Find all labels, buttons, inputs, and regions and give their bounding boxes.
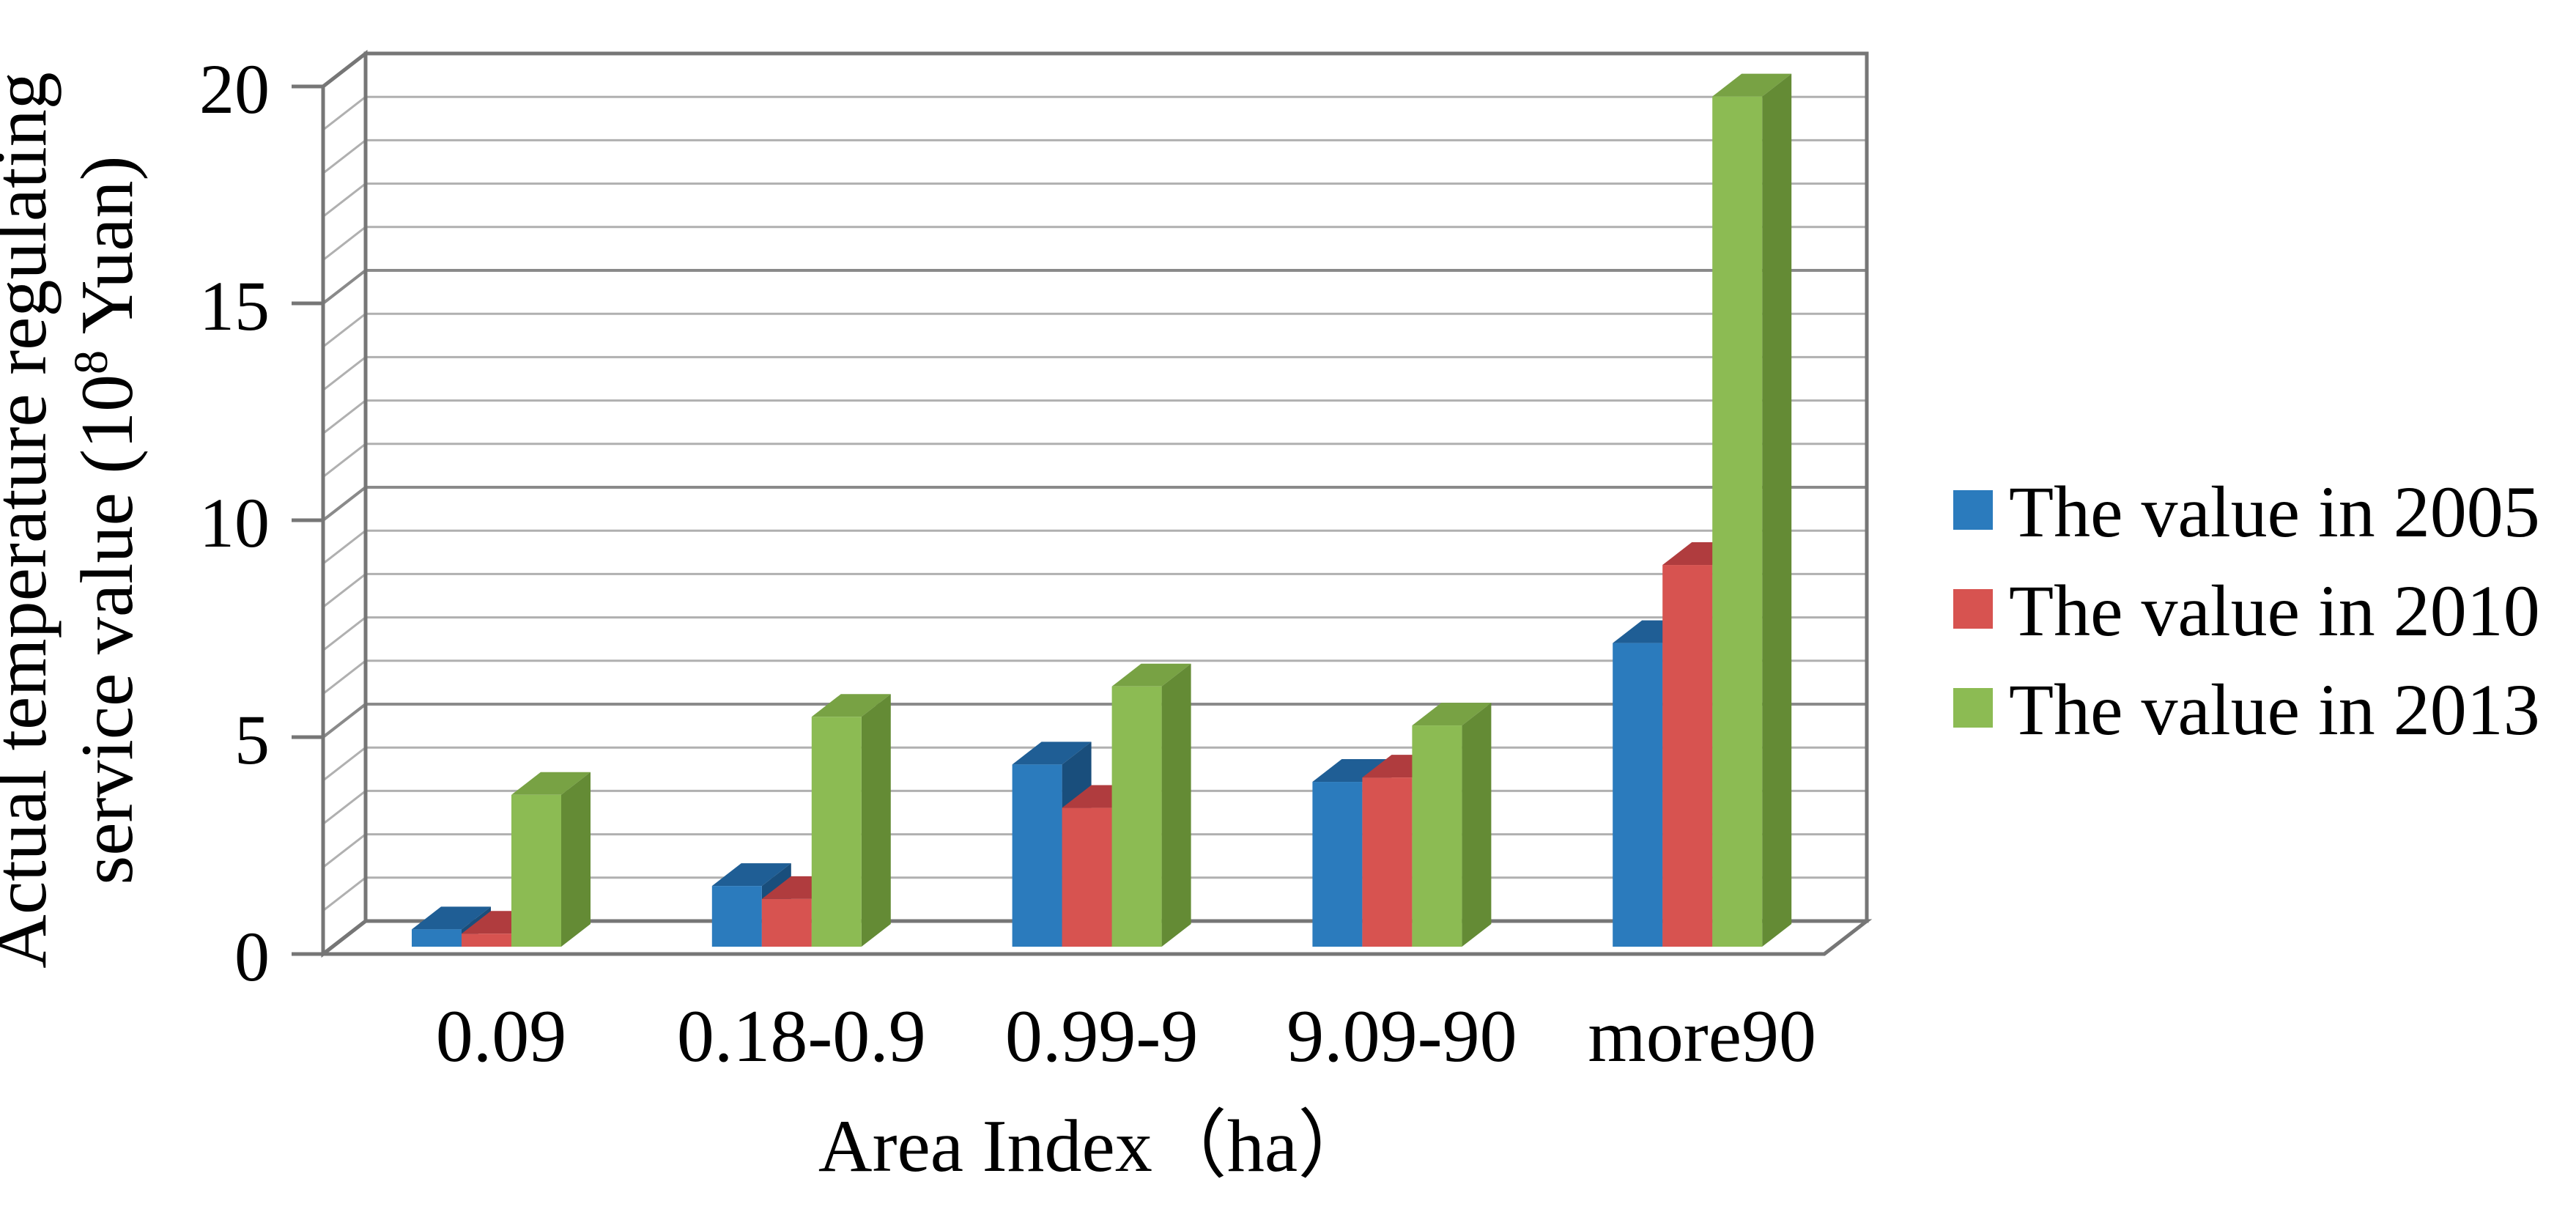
- bar-side-face: [1462, 703, 1492, 947]
- bar-top-face: [412, 906, 491, 930]
- category-label: 9.09-90: [1287, 995, 1517, 1078]
- legend-swatch: [1953, 688, 1993, 728]
- y-tick-label: 10: [199, 484, 270, 562]
- gridline-left-wall: [322, 269, 367, 305]
- y-axis-title-line2-post: Yuan): [66, 156, 149, 350]
- legend-item: The value in 2013: [1953, 669, 2540, 750]
- y-axis-ticks: [292, 84, 323, 956]
- gridline-left-wall: [322, 96, 366, 131]
- gridline-left-wall: [322, 616, 366, 651]
- gridline-left-wall: [322, 443, 366, 478]
- gridline-left-wall: [322, 139, 366, 174]
- bars: [412, 73, 1792, 947]
- bar-front-face: [511, 794, 561, 947]
- legend-label: The value in 2010: [2009, 570, 2540, 651]
- bar-top-face: [1712, 73, 1792, 97]
- category-label: 0.18-0.9: [677, 995, 926, 1078]
- x-axis-category-labels: 0.09 0.18-0.9 0.99-9 9.09-90 more90: [436, 995, 1816, 1078]
- gridline-left-wall: [322, 226, 366, 261]
- bar-side-face: [1762, 73, 1792, 947]
- bar-front-face: [1412, 725, 1462, 947]
- bar-front-face: [1362, 777, 1413, 947]
- bar-front-face: [711, 886, 762, 947]
- gridline-left-wall: [322, 399, 366, 435]
- legend-item: The value in 2010: [1953, 570, 2540, 651]
- bar-top-face: [1012, 742, 1092, 765]
- legend: The value in 2005 The value in 2010 The va…: [1953, 471, 2540, 750]
- legend-item: The value in 2005: [1953, 471, 2540, 552]
- y-tick-label: 15: [199, 267, 270, 345]
- bar-front-face: [761, 898, 812, 947]
- gridline-left-wall: [322, 486, 367, 522]
- bar-front-face: [462, 934, 511, 947]
- gridline-left-wall: [322, 182, 366, 218]
- y-axis-title-line2-pre: service value (10: [66, 374, 149, 885]
- gridline-left-wall: [322, 790, 366, 825]
- gridline-left-wall: [322, 703, 367, 739]
- bar-side-face: [861, 694, 891, 947]
- gridline-left-wall: [322, 573, 366, 608]
- bar-front-face: [1613, 643, 1663, 947]
- bar-front-face: [1062, 807, 1112, 947]
- y-tick-label: 20: [199, 50, 270, 128]
- x-axis-title: Area Index（ha）: [818, 1105, 1372, 1188]
- category-label: 0.99-9: [1005, 995, 1198, 1078]
- bar-front-face: [1312, 782, 1363, 947]
- gridline-left-wall: [322, 530, 366, 565]
- bar-top-face: [1412, 703, 1492, 726]
- bar-front-face: [1662, 565, 1713, 947]
- bar-top-face: [1312, 759, 1392, 783]
- bar-side-face: [561, 772, 591, 947]
- legend-swatch: [1953, 589, 1993, 629]
- bar-side-face: [1161, 663, 1191, 947]
- gridline-left-wall: [322, 876, 366, 912]
- category-label: 0.09: [436, 995, 567, 1078]
- y-axis-title-line2: service value (108 Yuan): [64, 156, 149, 885]
- category-label: more90: [1588, 995, 1816, 1078]
- gridline-left-wall: [322, 747, 366, 782]
- bar-front-face: [412, 929, 462, 947]
- y-axis-title-superscript: 8: [64, 350, 118, 374]
- bar-top-face: [511, 772, 591, 795]
- bar-front-face: [1712, 96, 1763, 947]
- floor-frame: [317, 919, 1873, 956]
- gridline-left-wall: [322, 313, 366, 348]
- bar-top-face: [1111, 663, 1191, 687]
- bar-top-face: [711, 863, 791, 887]
- y-tick-label: 0: [234, 917, 270, 996]
- legend-swatch: [1953, 490, 1993, 530]
- gridline-left-wall: [322, 356, 366, 391]
- y-axis-tick-labels: 0 5 10 15 20: [199, 50, 270, 996]
- bar-front-face: [1111, 686, 1162, 947]
- bar-front-face: [811, 717, 862, 947]
- bar-top-face: [811, 694, 891, 717]
- gridline-left-wall: [322, 833, 366, 868]
- y-tick-label: 5: [234, 700, 270, 779]
- y-axis-title-line1: Actual temperature regulating: [0, 72, 62, 968]
- legend-label: The value in 2013: [2009, 669, 2540, 750]
- bar-front-face: [1012, 764, 1062, 947]
- legend-label: The value in 2005: [2009, 471, 2540, 552]
- gridline-left-wall: [322, 659, 366, 695]
